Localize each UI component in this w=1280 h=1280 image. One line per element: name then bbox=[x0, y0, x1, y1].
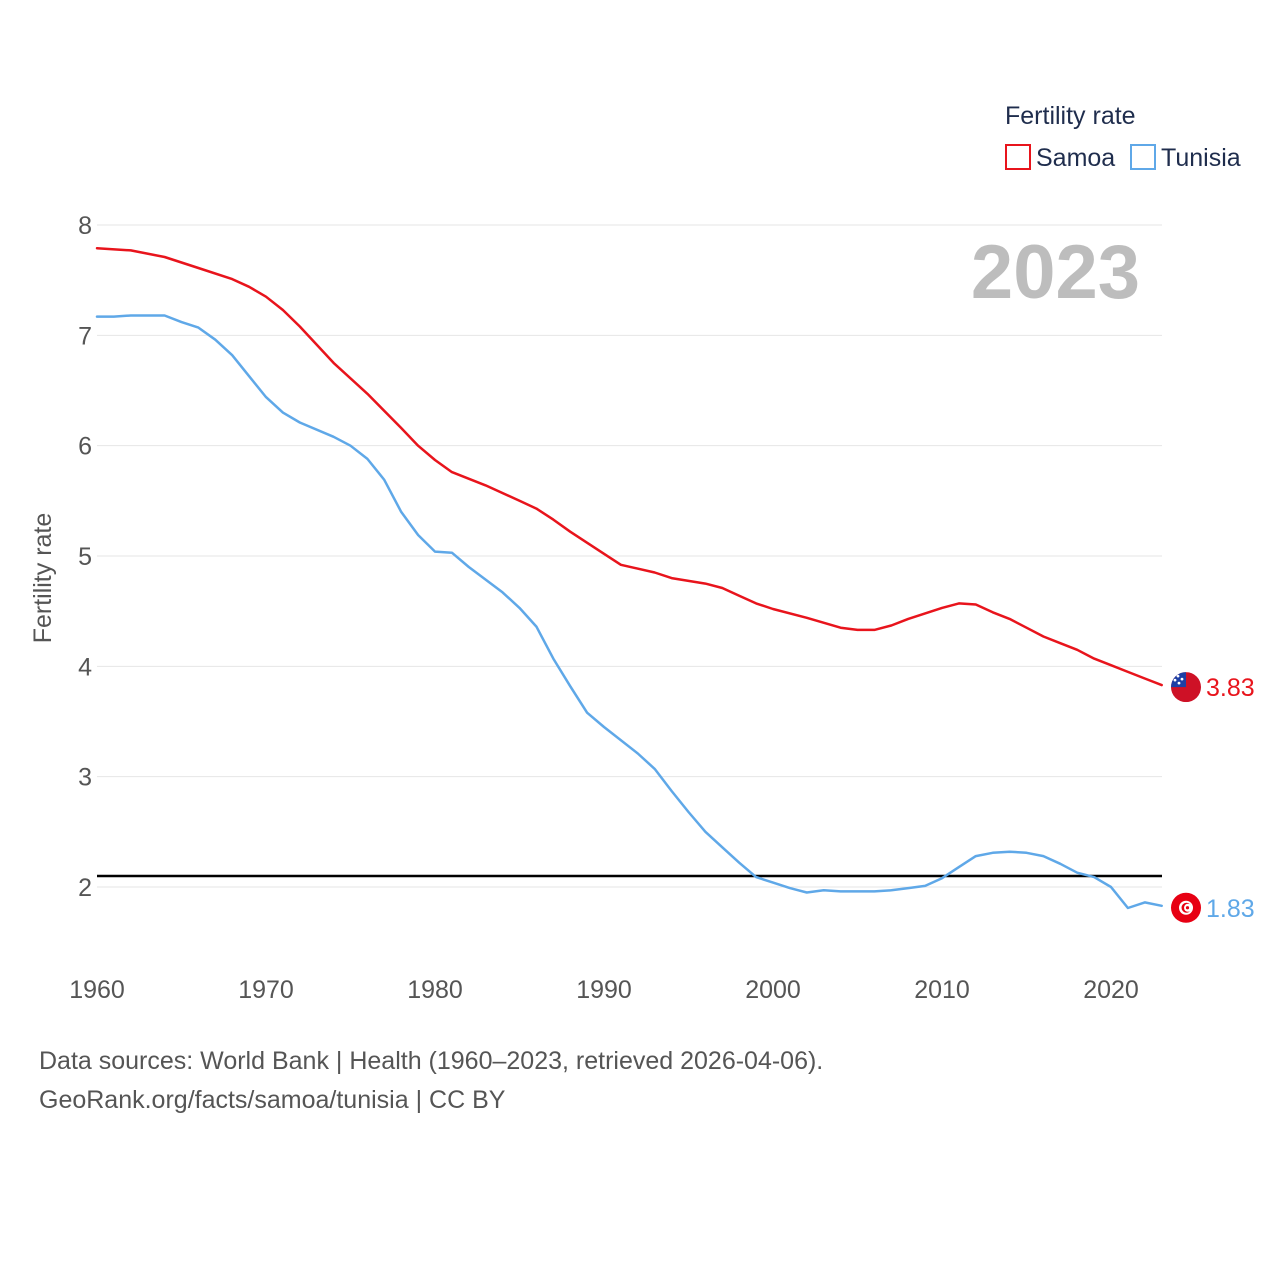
y-tick-label: 4 bbox=[78, 653, 92, 681]
tunisia-flag-icon bbox=[1171, 892, 1201, 923]
source-line-1: Data sources: World Bank | Health (1960–… bbox=[39, 1047, 823, 1075]
source-line-2[interactable]: GeoRank.org/facts/samoa/tunisia | CC BY bbox=[39, 1086, 506, 1114]
x-tick-label: 1990 bbox=[576, 976, 632, 1004]
y-tick-label: 2 bbox=[78, 874, 92, 902]
y-tick-label: 6 bbox=[78, 433, 92, 461]
legend-swatch-samoa[interactable] bbox=[1005, 144, 1031, 170]
x-tick-label: 2020 bbox=[1083, 976, 1139, 1004]
y-tick-label: 3 bbox=[78, 764, 92, 792]
y-tick-label: 8 bbox=[78, 212, 92, 240]
tunisia-end-value: 1.83 bbox=[1206, 895, 1255, 923]
series-line-samoa[interactable] bbox=[95, 246, 1163, 687]
legend-title: Fertility rate bbox=[1005, 102, 1136, 130]
samoa-end-value: 3.83 bbox=[1206, 674, 1255, 702]
legend-label-tunisia[interactable]: Tunisia bbox=[1161, 144, 1241, 172]
series-line-tunisia[interactable] bbox=[95, 314, 1163, 910]
x-tick-label: 1980 bbox=[407, 976, 463, 1004]
legend-label-samoa[interactable]: Samoa bbox=[1036, 144, 1115, 172]
y-axis-ticks: 2 3 4 5 6 7 8 bbox=[78, 212, 92, 902]
series-lines bbox=[95, 246, 1163, 910]
x-axis-ticks: 1960 1970 1980 1990 2000 2010 2020 bbox=[69, 976, 1139, 1004]
y-tick-label: 5 bbox=[78, 543, 92, 571]
x-tick-label: 2010 bbox=[914, 976, 970, 1004]
legend-swatch-tunisia[interactable] bbox=[1130, 144, 1156, 170]
y-tick-label: 7 bbox=[78, 322, 92, 350]
x-tick-label: 1960 bbox=[69, 976, 125, 1004]
y-axis-title: Fertility rate bbox=[29, 513, 57, 644]
legend[interactable]: Fertility rate Samoa Tunisia bbox=[1005, 102, 1241, 172]
x-tick-label: 2000 bbox=[745, 976, 801, 1004]
gridlines bbox=[97, 224, 1162, 888]
year-label: 2023 bbox=[971, 230, 1140, 315]
x-tick-label: 1970 bbox=[238, 976, 294, 1004]
samoa-flag-icon bbox=[1171, 672, 1201, 703]
